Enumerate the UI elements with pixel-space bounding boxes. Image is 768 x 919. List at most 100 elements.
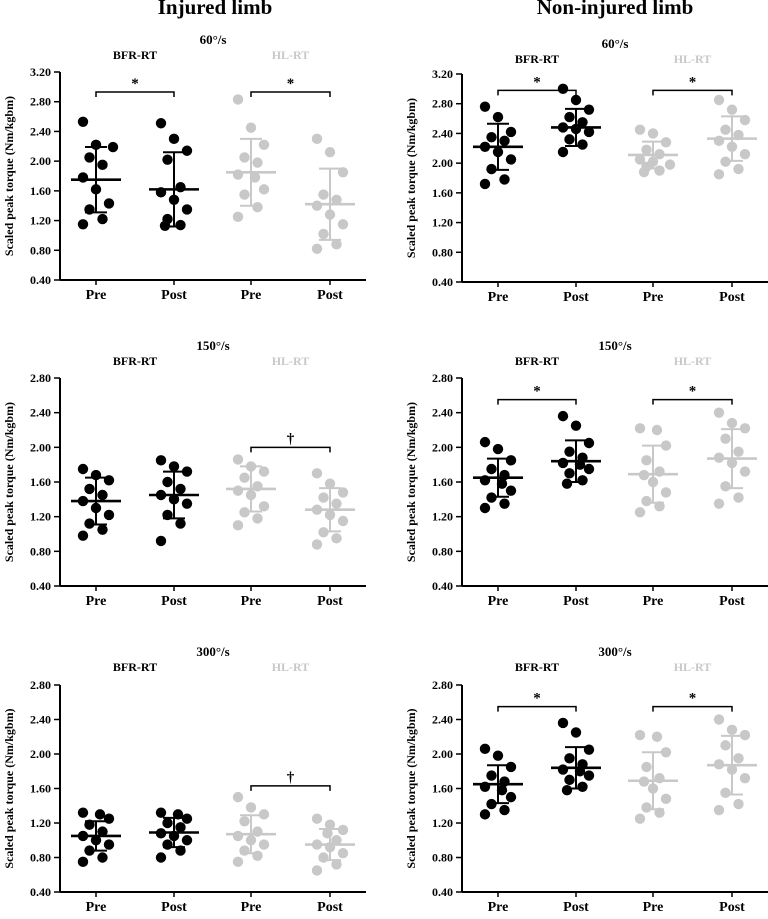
data-point bbox=[499, 174, 510, 185]
group-label-bfr-rt: BFR-RT bbox=[113, 354, 157, 368]
data-point bbox=[311, 133, 323, 145]
group-label-hl-rt: HL-RT bbox=[674, 660, 712, 674]
series-bfr-rt-pre bbox=[473, 101, 523, 190]
data-point bbox=[77, 172, 89, 183]
data-point bbox=[557, 410, 569, 422]
data-point bbox=[486, 770, 497, 781]
data-point bbox=[499, 135, 510, 147]
series-hl-rt-pre bbox=[226, 454, 276, 531]
data-point bbox=[162, 839, 173, 850]
significance-bracket bbox=[95, 91, 175, 98]
y-axis-label: Scaled peak torque (Nm/kgbm) bbox=[404, 708, 418, 868]
y-tick-label: 2.80 bbox=[432, 371, 453, 385]
data-point bbox=[175, 518, 186, 529]
significance-bracket bbox=[250, 785, 331, 791]
data-point bbox=[739, 114, 751, 126]
y-tick-label: 2.00 bbox=[432, 156, 453, 170]
data-point bbox=[337, 167, 349, 178]
data-point bbox=[232, 94, 244, 105]
data-point bbox=[239, 152, 250, 163]
y-tick-label: 1.20 bbox=[432, 816, 453, 830]
x-category-label: Pre bbox=[86, 288, 107, 303]
data-point bbox=[479, 436, 491, 448]
data-point bbox=[103, 475, 115, 486]
data-point bbox=[733, 446, 744, 457]
significance-symbol: † bbox=[287, 431, 295, 447]
data-point bbox=[733, 798, 744, 810]
data-point bbox=[641, 495, 652, 507]
data-point bbox=[258, 466, 270, 477]
y-tick-label: 0.80 bbox=[30, 243, 51, 257]
y-tick-label: 2.00 bbox=[30, 747, 51, 761]
data-point bbox=[479, 502, 491, 514]
data-point bbox=[181, 204, 193, 215]
data-point bbox=[479, 743, 491, 755]
x-category-label: Post bbox=[317, 900, 343, 914]
data-point bbox=[720, 787, 731, 799]
series-hl-rt-post bbox=[707, 94, 757, 180]
data-point bbox=[77, 856, 89, 868]
data-point bbox=[252, 202, 263, 213]
y-tick-label: 0.40 bbox=[432, 579, 453, 593]
y-tick-label: 2.00 bbox=[30, 154, 51, 168]
data-point bbox=[564, 134, 575, 145]
data-point bbox=[651, 424, 663, 436]
data-point bbox=[641, 802, 652, 813]
data-point bbox=[479, 101, 491, 112]
y-axis-label: Scaled peak torque (Nm/kgbm) bbox=[2, 96, 16, 256]
y-tick-label: 2.40 bbox=[432, 126, 453, 140]
data-point bbox=[505, 761, 517, 773]
x-category-label: Pre bbox=[86, 594, 107, 609]
significance-symbol: * bbox=[131, 76, 139, 92]
x-category-label: Post bbox=[719, 290, 745, 305]
panel-title: 150°/s bbox=[196, 338, 229, 353]
data-point bbox=[232, 791, 244, 803]
data-point bbox=[181, 813, 193, 824]
data-point bbox=[733, 492, 744, 503]
data-point bbox=[577, 475, 588, 486]
data-point bbox=[660, 440, 672, 451]
x-category-label: Pre bbox=[488, 290, 509, 305]
data-point bbox=[720, 481, 731, 492]
data-point bbox=[564, 446, 575, 457]
data-point bbox=[181, 145, 193, 156]
data-point bbox=[720, 740, 731, 751]
data-point bbox=[232, 169, 244, 180]
x-category-label: Post bbox=[719, 900, 745, 914]
data-point bbox=[97, 159, 108, 171]
data-point bbox=[577, 781, 588, 792]
data-point bbox=[155, 535, 167, 547]
series-bfr-rt-post bbox=[149, 807, 199, 863]
group-label-hl-rt: HL-RT bbox=[272, 354, 310, 368]
data-point bbox=[252, 157, 263, 168]
data-point bbox=[634, 507, 646, 518]
data-point bbox=[638, 166, 650, 178]
y-tick-label: 0.40 bbox=[30, 885, 51, 899]
data-point bbox=[733, 163, 744, 175]
data-point bbox=[492, 111, 504, 123]
data-point bbox=[713, 407, 725, 418]
data-point bbox=[103, 813, 115, 824]
data-point bbox=[496, 478, 508, 489]
data-point bbox=[232, 454, 244, 465]
data-point bbox=[720, 433, 731, 444]
data-point bbox=[175, 181, 186, 193]
x-category-label: Post bbox=[161, 900, 187, 914]
group-label-hl-rt: HL-RT bbox=[674, 52, 712, 66]
data-point bbox=[479, 809, 491, 820]
x-category-label: Pre bbox=[488, 594, 509, 609]
data-point bbox=[505, 791, 517, 803]
significance-bracket bbox=[497, 705, 577, 712]
data-point bbox=[318, 228, 329, 240]
y-tick-label: 2.80 bbox=[30, 678, 51, 692]
significance-symbol: * bbox=[689, 691, 697, 707]
data-point bbox=[733, 753, 744, 764]
data-point bbox=[77, 807, 89, 818]
data-point bbox=[311, 200, 323, 211]
group-label-hl-rt: HL-RT bbox=[272, 48, 310, 62]
y-tick-label: 2.80 bbox=[432, 678, 453, 692]
data-point bbox=[252, 850, 263, 861]
data-point bbox=[175, 822, 186, 833]
data-point bbox=[258, 501, 270, 512]
x-category-label: Pre bbox=[241, 288, 262, 303]
